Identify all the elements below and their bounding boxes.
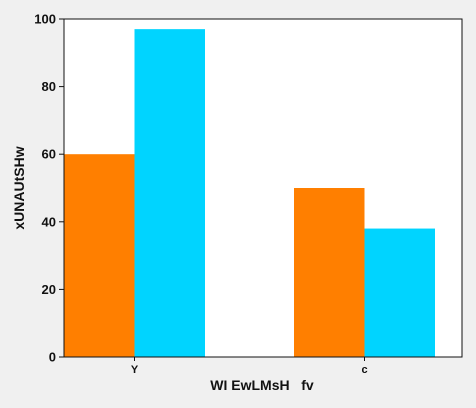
bar-c-series-2	[364, 228, 435, 357]
bar-Y-series-1	[64, 154, 135, 357]
x-tick-label-Y: Y	[131, 364, 139, 376]
x-axis-title: WI EwLMsH fv	[210, 377, 314, 393]
bar-group	[64, 29, 435, 357]
y-tick-label-60: 60	[42, 147, 56, 162]
bar-Y-series-2	[134, 29, 205, 357]
y-tick-label-80: 80	[42, 79, 56, 94]
y-axis: 0 20 40 60 80 100	[34, 12, 64, 365]
bar-c-series-1	[294, 188, 365, 357]
y-axis-title: xUNAUtSHw	[11, 146, 27, 229]
plot-frame	[63, 18, 463, 358]
x-tick-label-c: c	[361, 364, 367, 376]
y-tick-label-20: 20	[42, 282, 56, 297]
y-tick-label-100: 100	[34, 12, 56, 27]
y-tick-label-40: 40	[42, 214, 56, 229]
y-tick-label-0: 0	[49, 350, 56, 365]
